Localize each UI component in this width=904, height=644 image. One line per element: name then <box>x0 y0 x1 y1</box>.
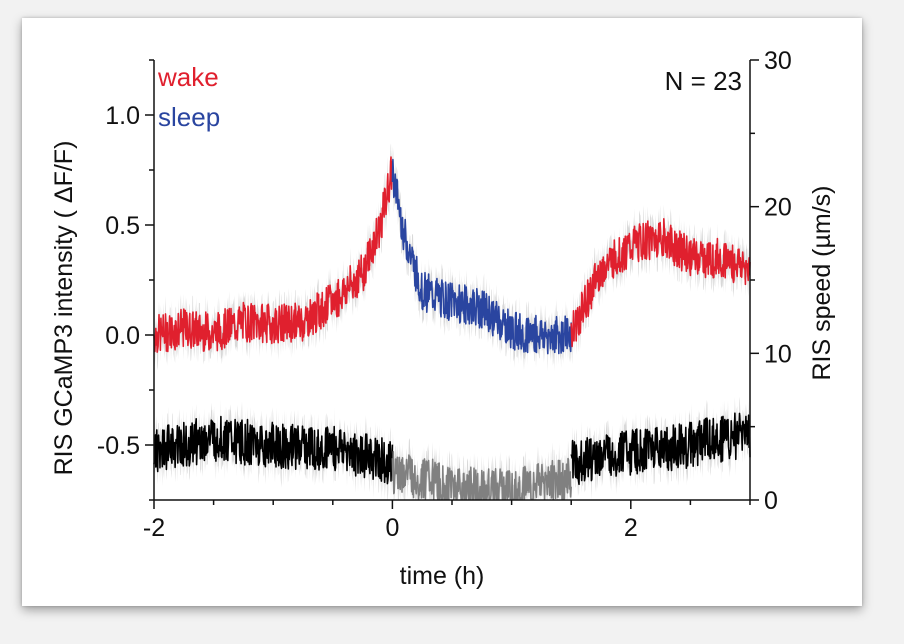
y-left-tick-label: 0.5 <box>105 212 140 240</box>
legend-sleep: sleep <box>158 102 220 132</box>
series-line-1 <box>391 158 572 355</box>
series-line-2 <box>570 218 751 348</box>
series-line-0 <box>153 156 394 353</box>
y-right-tick-label: 20 <box>764 194 792 222</box>
y-axis-title-right: RIS speed (µm/s) <box>808 185 836 380</box>
y-left-tick-label: 0.0 <box>105 322 140 350</box>
x-axis-title: time (h) <box>400 562 485 590</box>
x-tick-label: -2 <box>143 514 165 542</box>
chart-axes <box>145 59 759 509</box>
x-tick-label: 2 <box>624 514 638 542</box>
series-line-5 <box>570 412 751 486</box>
error-band-1 <box>392 146 572 371</box>
x-tick-label: 0 <box>385 514 399 542</box>
y-left-tick-label: -0.5 <box>97 432 140 460</box>
error-band-2 <box>571 204 750 365</box>
annotation-n: N = 23 <box>665 66 742 96</box>
y-axis-title-left: RIS GCaMP3 intensity ( ΔF/F) <box>50 141 78 476</box>
y-right-tick-label: 0 <box>764 487 778 515</box>
tick-labels: -2 0 2 -0.5 0.0 0.5 1.0 0 10 20 30 <box>97 47 792 542</box>
series-lines <box>153 156 751 501</box>
y-left-tick-label: 1.0 <box>105 102 140 130</box>
y-right-tick-label: 30 <box>764 47 792 75</box>
series-line-3 <box>153 415 394 485</box>
y-right-tick-label: 10 <box>764 340 792 368</box>
series-line-4 <box>391 450 572 501</box>
figure-card: -2 0 2 -0.5 0.0 0.5 1.0 0 10 20 30 wake sleep N = … <box>22 18 862 606</box>
legend-wake: wake <box>157 62 219 92</box>
line-chart: -2 0 2 -0.5 0.0 0.5 1.0 0 10 20 30 wake sleep N = … <box>50 47 836 590</box>
